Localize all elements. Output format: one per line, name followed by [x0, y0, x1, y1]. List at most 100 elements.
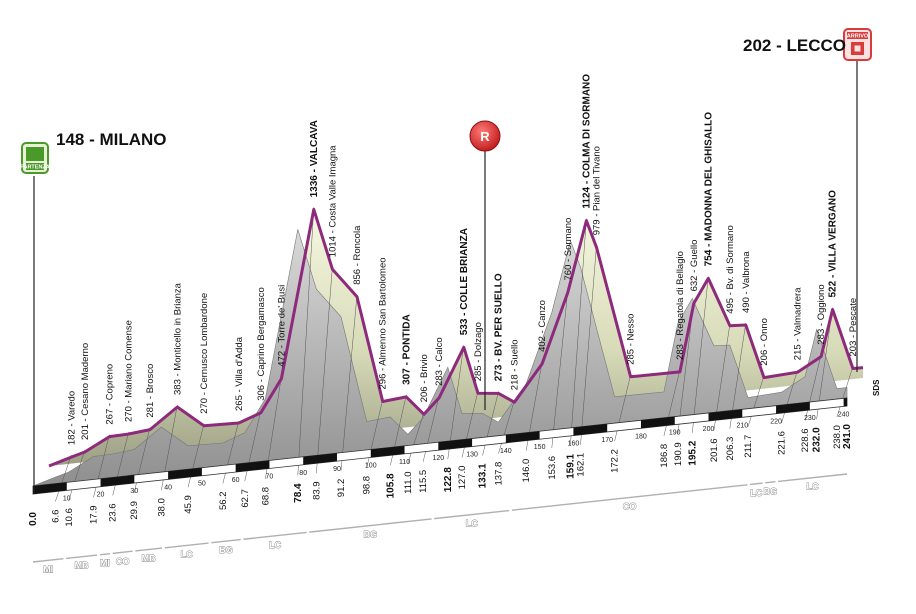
- km-label: 133.1: [478, 463, 489, 488]
- km-label: 105.8: [385, 473, 396, 498]
- point-label: 265 - Villa d'Adda: [234, 336, 245, 411]
- svg-text:148 - MILANO: 148 - MILANO: [56, 130, 167, 149]
- start-elevation: 148: [56, 130, 84, 149]
- province-line: [32, 558, 64, 563]
- km-label: 195.2: [687, 440, 698, 465]
- guide-line: [407, 412, 425, 464]
- tick-label-150: 150: [534, 444, 546, 451]
- tick-label-140: 140: [500, 448, 512, 455]
- point-label: 402 - Canzo: [537, 300, 548, 352]
- point-label: 218 - Suello: [509, 339, 520, 390]
- point-label: 754 - MADONNA DEL GHISALLO: [703, 112, 714, 267]
- base-segment: [438, 438, 473, 451]
- point-label: 182 - Varedo: [66, 391, 77, 445]
- km-label: 56.2: [218, 492, 229, 511]
- point-label: 522 - VILLA VERGANO: [828, 190, 839, 298]
- km-label: 137.8: [493, 462, 504, 486]
- province-label-lc: LC: [466, 519, 478, 529]
- province-line: [765, 481, 776, 484]
- km-label: 122.8: [443, 467, 454, 492]
- tick-label-130: 130: [466, 452, 478, 459]
- province-line: [511, 484, 748, 511]
- km-label: 45.9: [183, 495, 194, 514]
- profile-line: [48, 207, 864, 468]
- point-label: 215 - Valmadrera: [793, 287, 804, 360]
- province-label-lc: LC: [807, 482, 819, 492]
- guide-line: [68, 449, 86, 501]
- km-label: 228.6: [800, 429, 811, 453]
- km-label: 68.8: [260, 487, 271, 506]
- province-label-mi: MI: [100, 558, 110, 568]
- km-label: 78.4: [293, 483, 304, 503]
- point-label: 201 - Cesano Maderno: [80, 343, 91, 440]
- end-marker-label: SDS: [872, 379, 881, 396]
- base-segment: [505, 431, 540, 443]
- km-label: 127.0: [457, 466, 468, 490]
- guide-line: [297, 207, 315, 476]
- point-label: 533 - COLLE BRIANZA: [459, 228, 470, 335]
- point-label: 383 - Monticello in Brianza: [172, 282, 183, 395]
- end-marker: SDS: [872, 379, 881, 396]
- km-label: 0.0: [28, 512, 39, 526]
- tick-label-20: 20: [97, 492, 105, 499]
- point-label: 285 - Dolzago: [473, 322, 484, 381]
- tick-label-60: 60: [232, 477, 240, 484]
- point-label: 1124 - COLMA DI SORMANO: [581, 74, 592, 209]
- km-label: 206.3: [725, 437, 736, 461]
- point-label: 1014 - Costa Valle Imagna: [327, 145, 338, 257]
- km-label: 6.6: [50, 510, 61, 523]
- start-marker: PARTENZA 148 - MILANO: [20, 130, 167, 493]
- base-segment: [33, 482, 67, 494]
- tick-label-170: 170: [601, 437, 613, 444]
- tick-label-80: 80: [299, 470, 307, 477]
- province-line: [309, 518, 432, 533]
- km-label: 23.6: [108, 503, 119, 522]
- point-label: 307 - PONTIDA: [401, 314, 412, 385]
- km-label: 238.0: [832, 425, 843, 449]
- tick-label-240: 240: [838, 411, 850, 418]
- province-label-lc: LC: [269, 540, 281, 550]
- point-label: 273 - BV. PER SUELLO: [494, 273, 505, 381]
- km-label: 153.6: [547, 456, 558, 480]
- km-label: 91.2: [336, 479, 347, 498]
- finish-icon-label: ARRIVO: [847, 34, 869, 40]
- finish-elevation: 202: [743, 36, 771, 55]
- base-segment: [100, 475, 135, 487]
- province-label-bg: BG: [219, 545, 233, 555]
- guide-line: [551, 290, 569, 448]
- point-label: 296 - Almenno San Bartolomeo: [378, 257, 389, 389]
- point-label: 281 - Brosco: [145, 364, 156, 418]
- km-label: 115.5: [418, 470, 429, 493]
- start-city: MILANO: [99, 130, 166, 149]
- base-segment: [708, 409, 743, 421]
- province-line: [66, 554, 98, 560]
- km-label: 162.1: [576, 453, 587, 477]
- guide-line: [836, 366, 854, 418]
- finish-marker: ARRIVO 202 - LECCO: [743, 28, 872, 372]
- province-label-lc: LC: [750, 488, 762, 498]
- km-label: 98.8: [362, 476, 373, 495]
- feed-zone-label: R: [480, 129, 490, 144]
- province-line: [112, 550, 133, 555]
- guide-line: [781, 370, 798, 424]
- guide-line: [316, 267, 333, 474]
- province-line: [749, 482, 763, 486]
- guide-line: [580, 245, 597, 445]
- tick-label-180: 180: [635, 433, 647, 440]
- tick-label-210: 210: [736, 422, 748, 429]
- km-label: 38.0: [156, 498, 167, 516]
- base-segment: [843, 398, 847, 407]
- province-line: [434, 509, 510, 520]
- point-labels: 182 - Varedo 201 - Cesano Maderno 267 - Co…: [66, 74, 859, 445]
- point-label: 472 - Torre de' Busi: [276, 285, 287, 367]
- province-label-lc: LC: [181, 549, 193, 559]
- distance-ticks: 10 20 30 40 50 60 70 80 90 100 110 120 130 140 150 160 1…: [63, 411, 850, 502]
- point-label: 856 - Roncola: [352, 225, 363, 285]
- svg-text:202 - LECCO: 202 - LECCO: [743, 36, 846, 55]
- point-label: 206 - Onno: [759, 318, 770, 366]
- point-label: 979 - Pian del Tivano: [592, 146, 603, 235]
- tick-label-50: 50: [198, 481, 206, 488]
- tick-label-90: 90: [333, 466, 341, 473]
- tick-label-160: 160: [568, 441, 580, 448]
